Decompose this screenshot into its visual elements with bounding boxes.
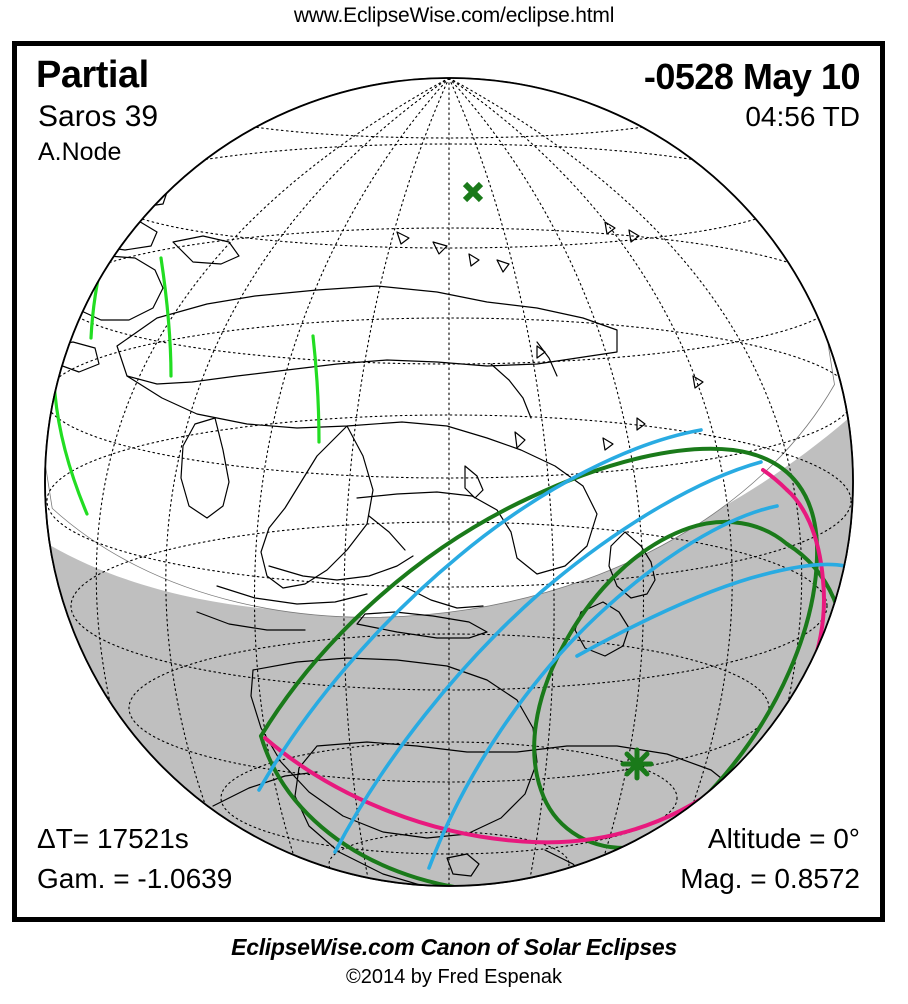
source-url-caption: www.EclipseWise.com/eclipse.html [293, 4, 615, 27]
longitude-graticule [95, 78, 803, 886]
time-contour-1 [427, 504, 779, 870]
greatest-eclipse-asterisk-icon [620, 747, 654, 781]
time-contour-2 [333, 460, 763, 854]
eclipse-date-label: -0528 May 10 [643, 56, 861, 97]
magnitude-value: Mag. = 0.8572 [680, 863, 860, 894]
time-contour-lines [257, 428, 847, 870]
eastern-penumbral-limit [532, 519, 789, 850]
altitude-value: Altitude = 0° [707, 823, 860, 854]
copyright-caption: ©2014 by Fred Espenak [346, 966, 562, 988]
gamma-value: Gam. = -1.0639 [37, 863, 233, 894]
eclipse-globe-map [44, 77, 854, 887]
delta-t-value: ΔT= 17521s [37, 823, 189, 854]
time-contour-3 [257, 428, 703, 792]
night-shading-region [49, 418, 853, 886]
eclipse-time-label: 04:56 TD [745, 101, 860, 132]
subsolar-point-x-icon [462, 181, 484, 203]
canon-title-caption: EclipseWise.com Canon of Solar Eclipses [231, 934, 677, 960]
saros-label: Saros 39 [38, 100, 159, 133]
node-label: A.Node [38, 138, 122, 166]
globe-outline [44, 77, 854, 887]
eclipse-map-panel: Partial Saros 39 A.Node -0528 May 10 04:… [12, 41, 885, 922]
eclipse-type-label: Partial [36, 54, 149, 96]
time-contour-4 [575, 562, 847, 658]
